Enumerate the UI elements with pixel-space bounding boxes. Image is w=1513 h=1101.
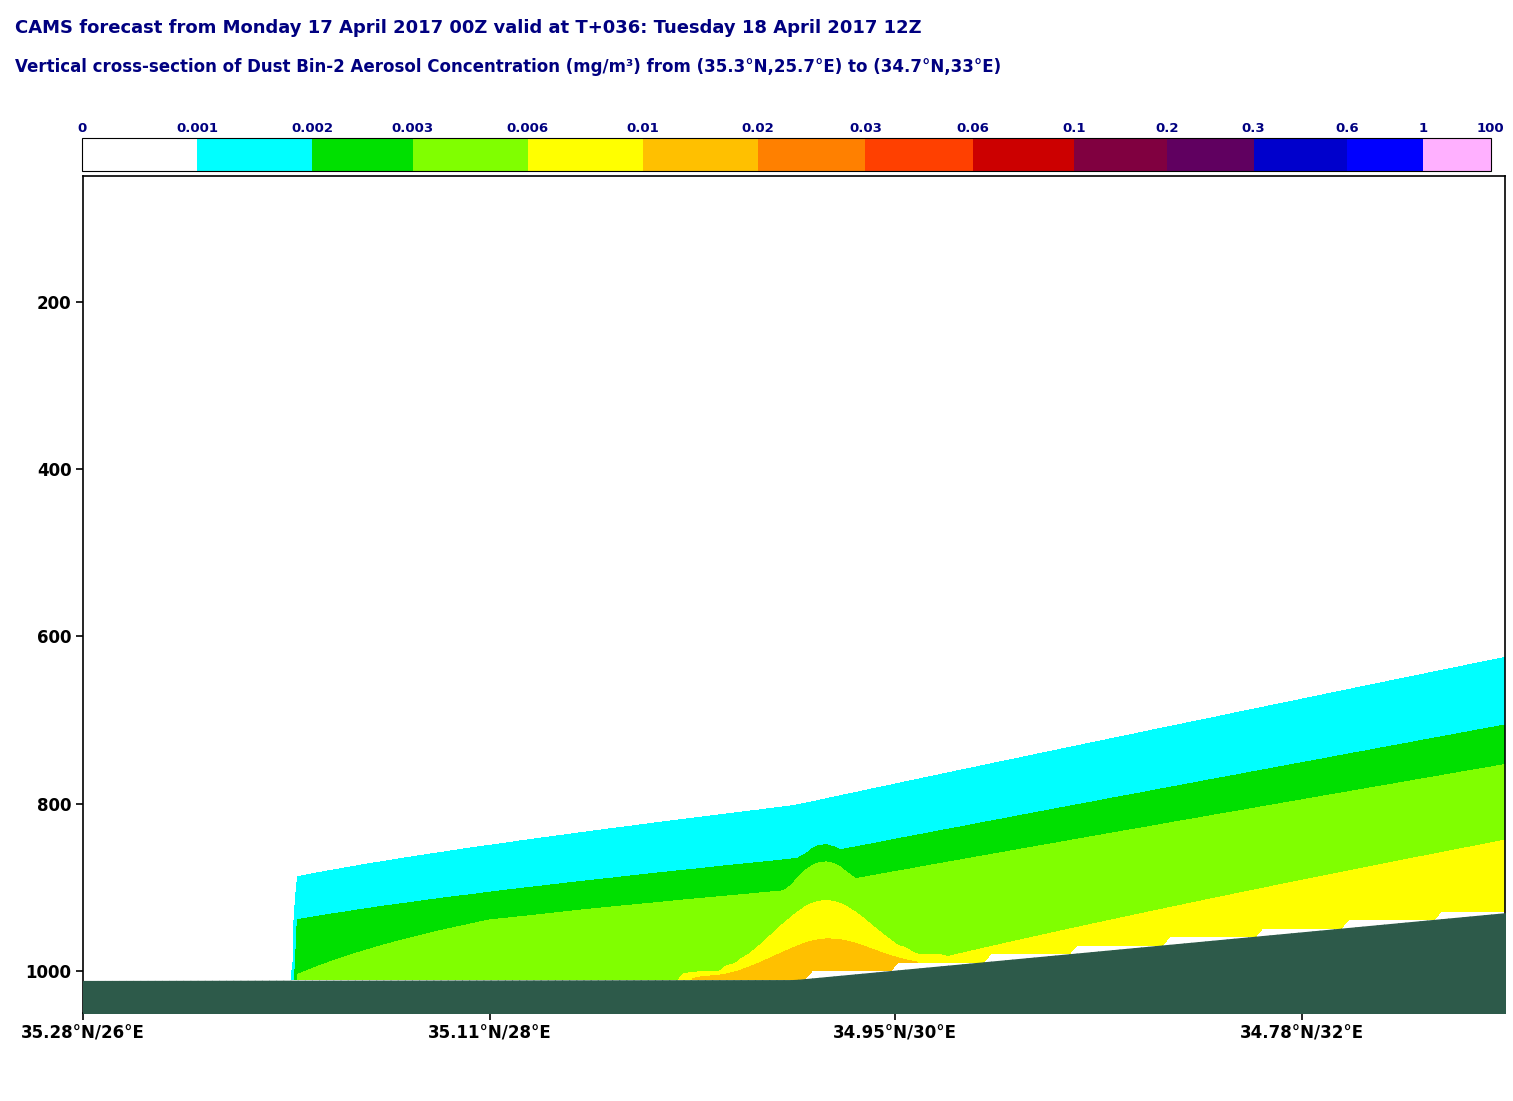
- Bar: [758, 139, 865, 171]
- Text: 0.6: 0.6: [1334, 122, 1359, 134]
- Text: 0.06: 0.06: [956, 122, 990, 134]
- Bar: [413, 139, 528, 171]
- Bar: [1424, 139, 1490, 171]
- Text: 0.2: 0.2: [1156, 122, 1179, 134]
- Text: 0.03: 0.03: [849, 122, 882, 134]
- Text: CAMS forecast from Monday 17 April 2017 00Z valid at T+036: Tuesday 18 April 201: CAMS forecast from Monday 17 April 2017 …: [15, 19, 921, 37]
- Text: 0.001: 0.001: [176, 122, 218, 134]
- Bar: [643, 139, 758, 171]
- Bar: [312, 139, 413, 171]
- Bar: [528, 139, 643, 171]
- Bar: [1253, 139, 1347, 171]
- Text: 0.3: 0.3: [1242, 122, 1265, 134]
- Bar: [1167, 139, 1253, 171]
- Text: 0.002: 0.002: [290, 122, 333, 134]
- Text: 100: 100: [1477, 122, 1504, 134]
- Text: 0.01: 0.01: [626, 122, 660, 134]
- Bar: [1074, 139, 1167, 171]
- Text: 0.1: 0.1: [1062, 122, 1086, 134]
- Text: 0.003: 0.003: [392, 122, 434, 134]
- Text: 1: 1: [1419, 122, 1428, 134]
- Bar: [197, 139, 312, 171]
- Bar: [82, 139, 197, 171]
- Bar: [82, 139, 1490, 171]
- Text: 0: 0: [77, 122, 86, 134]
- Text: 0.006: 0.006: [507, 122, 549, 134]
- Bar: [1347, 139, 1424, 171]
- Text: 0.02: 0.02: [741, 122, 775, 134]
- Text: Vertical cross-section of Dust Bin-2 Aerosol Concentration (mg/m³) from (35.3°N,: Vertical cross-section of Dust Bin-2 Aer…: [15, 57, 1002, 76]
- Bar: [973, 139, 1074, 171]
- Bar: [865, 139, 973, 171]
